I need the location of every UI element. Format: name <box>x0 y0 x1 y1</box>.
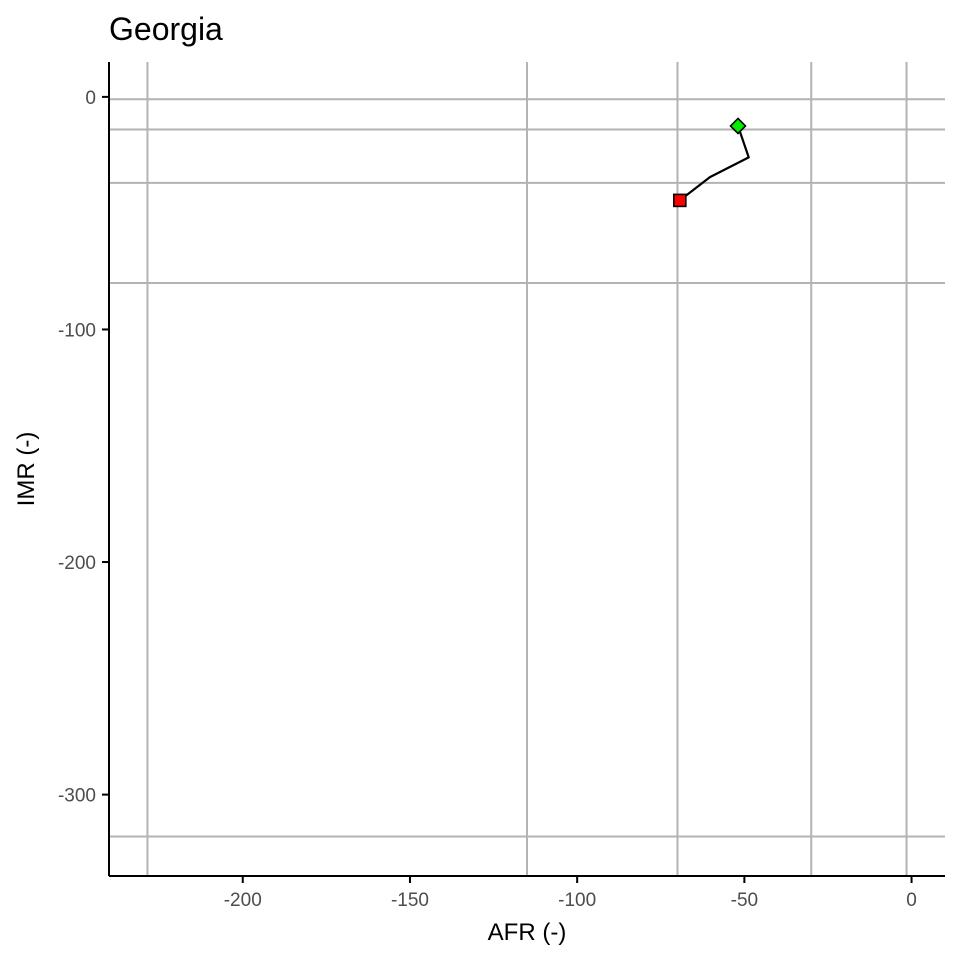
x-axis-title: AFR (-) <box>488 919 567 946</box>
end-diamond-marker <box>729 117 747 135</box>
x-tick-label: -100 <box>558 890 596 911</box>
x-tick-label: -150 <box>391 890 429 911</box>
start-square-marker <box>673 193 687 208</box>
y-axis-title: IMR (-) <box>13 432 40 507</box>
reference-lines <box>109 62 945 876</box>
trajectory-line-0 <box>679 125 750 202</box>
series-layer <box>679 125 750 202</box>
marker-layer <box>673 117 747 208</box>
y-axis-ticks: 0 -100 -200 -300 <box>58 88 109 807</box>
x-tick-label: 0 <box>906 890 917 911</box>
x-tick-label: -200 <box>224 890 262 911</box>
x-axis-ticks: -200 -150 -100 -50 0 <box>224 876 917 911</box>
y-tick-label: -300 <box>58 786 96 807</box>
y-tick-label: -100 <box>58 320 96 341</box>
x-tick-label: -50 <box>731 890 758 911</box>
axes <box>108 62 945 877</box>
y-tick-label: 0 <box>85 88 96 109</box>
chart-title: Georgia <box>109 11 223 47</box>
y-tick-label: -200 <box>58 553 96 574</box>
